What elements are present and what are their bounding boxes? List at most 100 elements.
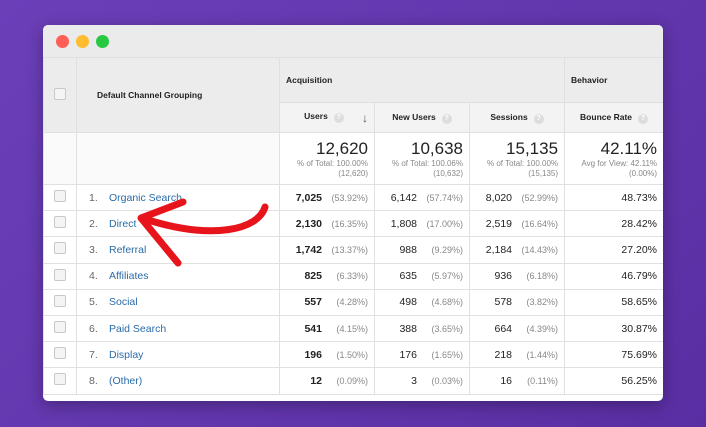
maximize-window-button[interactable] — [96, 35, 109, 48]
table-row: 3. Referral 1,742 (13.37%) 988 (9.29%) 2,18… — [43, 236, 663, 264]
new-users-value: 1,808 — [390, 217, 417, 230]
users-value: 2,130 — [295, 217, 322, 230]
row-number: 5. — [89, 296, 98, 309]
new-users-value: 176 — [399, 348, 417, 361]
total-users: 12,620% of Total: 100.00% (12,620) — [279, 132, 375, 185]
sessions-percent: (6.18%) — [526, 271, 559, 282]
row-checkbox[interactable] — [54, 321, 66, 334]
dimension-header[interactable]: Default Channel Grouping — [76, 57, 280, 133]
sessions-percent: (0.11%) — [527, 375, 559, 386]
users-cell: 557 (4.28%) — [279, 288, 375, 316]
users-percent: (0.09%) — [336, 375, 368, 386]
channel-cell: 7. Display — [76, 341, 280, 369]
channel-link[interactable]: Affiliates — [109, 270, 149, 283]
row-checkbox-cell — [43, 367, 77, 395]
channel-cell: 8. (Other) — [76, 367, 280, 395]
select-all-checkbox[interactable] — [54, 88, 66, 100]
new-users-cell: 3 (0.03%) — [374, 367, 470, 395]
avg-bounce-rate: 42.11% Avg for View: 42.11% (0.00%) — [564, 132, 663, 185]
new-users-column-header[interactable]: New Users? — [374, 102, 470, 133]
sessions-value: 664 — [494, 322, 513, 335]
bounce-rate-cell: 48.73% — [564, 183, 663, 212]
users-percent: (53.92%) — [331, 192, 368, 203]
row-number: 1. — [89, 191, 98, 204]
minimize-window-button[interactable] — [76, 35, 89, 48]
row-number: 6. — [89, 322, 98, 335]
new-users-value: 6,142 — [390, 191, 417, 204]
help-icon[interactable]: ? — [638, 113, 649, 124]
row-checkbox[interactable] — [54, 268, 66, 281]
row-checkbox-cell — [43, 210, 77, 238]
table-row: 8. (Other) 12 (0.09%) 3 (0.03%) 16 (0.11%) 5… — [43, 367, 663, 395]
new-users-value: 988 — [399, 243, 417, 256]
bounce-rate-column-header[interactable]: Bounce Rate? — [564, 102, 663, 133]
row-checkbox[interactable] — [54, 242, 66, 255]
new-users-label: New Users — [392, 111, 436, 122]
sessions-value: 218 — [494, 348, 513, 361]
channel-link[interactable]: Organic Search — [109, 191, 182, 204]
new-users-cell: 176 (1.65%) — [374, 341, 470, 369]
sessions-value: 2,184 — [485, 243, 513, 256]
channel-link[interactable]: Paid Search — [109, 322, 167, 335]
sessions-label: Sessions — [490, 111, 528, 122]
sessions-percent: (3.82%) — [526, 297, 559, 308]
channel-link[interactable]: (Other) — [109, 374, 143, 387]
users-value: 825 — [304, 270, 322, 283]
row-checkbox[interactable] — [54, 373, 66, 386]
row-checkbox[interactable] — [54, 190, 66, 203]
bounce-rate-cell: 46.79% — [564, 262, 663, 290]
sessions-cell: 218 (1.44%) — [468, 341, 566, 369]
sessions-percent: (1.44%) — [526, 349, 559, 360]
new-users-value: 3 — [411, 374, 417, 387]
sort-arrow-icon[interactable]: ↓ — [362, 110, 368, 125]
users-percent: (13.37%) — [331, 244, 368, 255]
bounce-rate-cell: 28.42% — [564, 210, 663, 238]
help-icon[interactable]: ? — [533, 113, 544, 124]
users-cell: 196 (1.50%) — [279, 341, 375, 369]
close-window-button[interactable] — [56, 35, 69, 48]
new-users-percent: (5.97%) — [431, 271, 463, 282]
new-users-percent: (17.00%) — [426, 218, 463, 229]
sessions-value: 936 — [494, 270, 513, 283]
totals-row: 12,620% of Total: 100.00% (12,620) 10,638… — [43, 132, 663, 185]
row-checkbox[interactable] — [54, 347, 66, 360]
browser-window: Default Channel Grouping Acquisition Beh… — [43, 25, 663, 401]
channel-link[interactable]: Direct — [109, 217, 137, 230]
users-cell: 1,742 (13.37%) — [279, 236, 375, 264]
new-users-percent: (1.65%) — [431, 349, 463, 360]
row-number: 8. — [89, 374, 98, 387]
bounce-rate-label: Bounce Rate — [580, 111, 633, 122]
users-value: 7,025 — [295, 191, 322, 204]
title-bar — [43, 25, 663, 57]
channel-link[interactable]: Display — [109, 348, 144, 361]
new-users-value: 635 — [399, 270, 417, 283]
help-icon[interactable]: ? — [441, 113, 452, 124]
sessions-value: 578 — [494, 296, 513, 309]
sessions-column-header[interactable]: Sessions? — [468, 102, 566, 133]
select-all-cell — [43, 57, 77, 133]
row-checkbox[interactable] — [54, 294, 66, 307]
sessions-percent: (4.39%) — [526, 323, 559, 334]
sessions-percent: (16.64%) — [521, 218, 559, 229]
row-number: 2. — [89, 217, 98, 230]
help-icon[interactable]: ? — [333, 112, 344, 123]
row-checkbox[interactable] — [54, 216, 66, 229]
new-users-value: 498 — [399, 296, 417, 309]
users-percent: (4.15%) — [336, 323, 368, 334]
sessions-cell: 16 (0.11%) — [468, 367, 566, 395]
sessions-percent: (52.99%) — [521, 192, 559, 203]
row-number: 7. — [89, 348, 98, 361]
users-percent: (6.33%) — [336, 271, 368, 282]
row-number: 3. — [89, 243, 98, 256]
sessions-percent: (14.43%) — [521, 244, 559, 255]
red-arrow-annotation — [137, 198, 269, 267]
channel-link[interactable]: Social — [109, 296, 138, 309]
sessions-value: 16 — [500, 374, 513, 387]
channel-link[interactable]: Referral — [109, 243, 147, 256]
row-checkbox-cell — [43, 236, 77, 264]
sessions-cell: 664 (4.39%) — [468, 314, 566, 343]
new-users-value: 388 — [399, 322, 417, 335]
sessions-cell: 936 (6.18%) — [468, 262, 566, 290]
new-users-percent: (3.65%) — [431, 323, 463, 334]
total-new-users: 10,638% of Total: 100.06% (10,632) — [374, 132, 470, 185]
